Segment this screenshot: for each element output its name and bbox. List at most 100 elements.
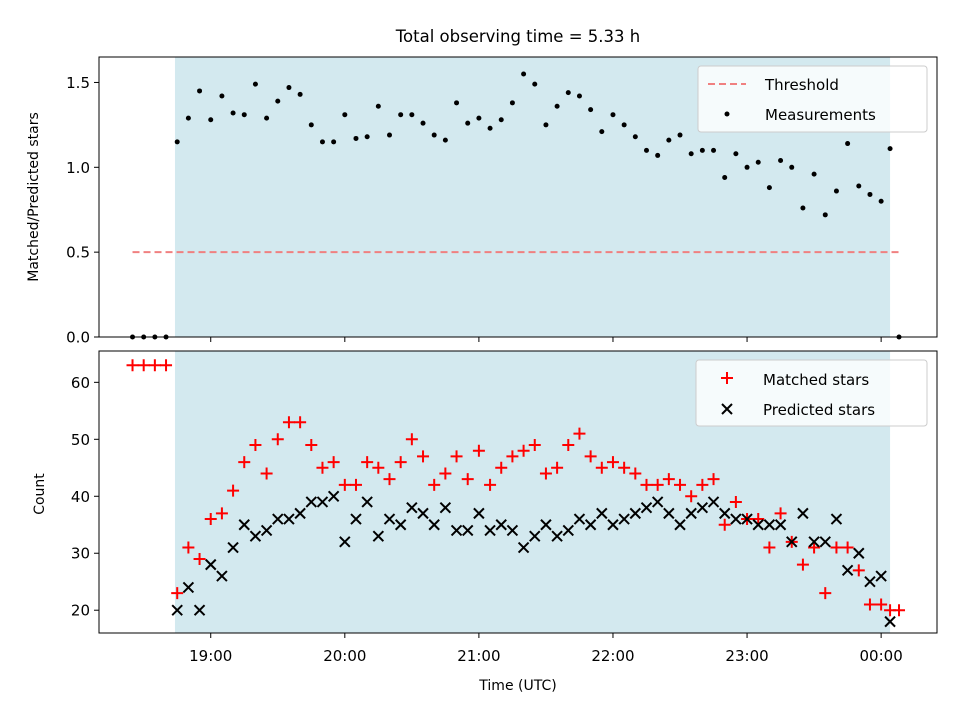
- measurement-point: [599, 129, 605, 135]
- x-tick-label: 20:00: [323, 647, 366, 665]
- predicted-star-point: [640, 501, 653, 514]
- predicted-star-point: [439, 501, 452, 514]
- predicted-star-point: [406, 501, 418, 514]
- measurement-point: [588, 107, 594, 113]
- matched-star-point: [629, 467, 642, 480]
- predicted-star-point: [462, 524, 474, 537]
- matched-star-point: [428, 478, 441, 491]
- matched-star-point: [227, 484, 240, 497]
- measurement-point: [219, 93, 225, 99]
- predicted-star-point: [584, 519, 597, 531]
- measurement-point: [543, 122, 549, 128]
- measurement-point: [643, 147, 649, 153]
- predicted-star-point: [808, 536, 820, 548]
- predicted-star-point: [216, 570, 228, 582]
- matched-star-point: [707, 473, 720, 486]
- y-tick-label: 20: [71, 602, 90, 620]
- measurement-point: [375, 103, 381, 109]
- matched-star-point: [316, 461, 329, 474]
- predicted-star-point: [864, 576, 876, 588]
- predicted-star-point: [316, 496, 329, 508]
- predicted-star-point: [629, 507, 642, 520]
- matched-star-point: [383, 473, 396, 486]
- matched-legend-marker: [721, 372, 733, 384]
- matched-star-point: [685, 490, 698, 503]
- ratio-y-axis-label: Matched/Predicted stars: [26, 112, 42, 282]
- measurement-point: [666, 137, 672, 143]
- predicted-star-point: [305, 496, 318, 508]
- measurements-legend-marker: [724, 111, 730, 117]
- measurements-legend-label: Measurements: [765, 106, 876, 124]
- measurement-point: [174, 139, 180, 145]
- matched-star-point: [417, 450, 430, 463]
- x-tick-label: 00:00: [860, 647, 903, 665]
- threshold-legend-label: Threshold: [764, 76, 839, 94]
- matched-star-point: [461, 473, 474, 486]
- measurement-point: [297, 91, 303, 97]
- predicted-star-point: [450, 524, 463, 537]
- matched-star-point: [852, 564, 865, 577]
- measurement-point: [319, 139, 325, 145]
- matched-star-point: [893, 604, 906, 617]
- matched-legend-label: Matched stars: [763, 371, 869, 389]
- predicted-star-point: [495, 519, 507, 531]
- predicted-star-point: [841, 564, 854, 577]
- y-tick-label: 50: [71, 431, 90, 449]
- measurement-point: [867, 191, 873, 197]
- measurement-point: [655, 152, 661, 158]
- matched-star-point: [696, 478, 709, 491]
- matched-star-point: [506, 450, 519, 463]
- predicted-star-point: [372, 530, 385, 542]
- predicted-star-point: [875, 570, 887, 582]
- measurement-point: [476, 115, 482, 121]
- matched-star-point: [595, 461, 608, 474]
- measurement-point: [420, 120, 426, 126]
- predicted-star-point: [327, 490, 340, 502]
- predicted-star-point: [674, 519, 686, 531]
- matched-star-point: [204, 513, 217, 526]
- matched-star-point: [394, 456, 407, 469]
- matched-star-point: [774, 507, 787, 520]
- measurement-point: [532, 81, 538, 87]
- measurement-point: [342, 112, 348, 118]
- measurement-point: [241, 112, 247, 118]
- y-tick-label: 60: [71, 374, 90, 392]
- ratio-marks: [130, 71, 902, 340]
- matched-star-point: [137, 359, 150, 372]
- predicted-star-point: [696, 501, 709, 514]
- measurement-point: [565, 90, 571, 96]
- matched-star-point: [796, 558, 809, 571]
- measurement-point: [733, 151, 739, 157]
- matched-star-point: [439, 467, 452, 480]
- measurement-point: [308, 122, 314, 128]
- predicted-star-point: [193, 604, 206, 616]
- measurement-point: [778, 158, 784, 164]
- measurement-point: [856, 183, 862, 189]
- measurement-point: [711, 147, 717, 153]
- matched-star-point: [584, 450, 597, 463]
- matched-star-point: [808, 541, 821, 554]
- x-tick-label: 19:00: [189, 647, 232, 665]
- matched-star-point: [651, 478, 664, 491]
- matched-star-point: [606, 456, 619, 469]
- matched-star-point: [830, 541, 843, 554]
- predicted-star-point: [294, 507, 306, 520]
- measurement-point: [699, 147, 705, 153]
- predicted-star-point: [283, 513, 295, 525]
- matched-star-point: [338, 478, 351, 491]
- predicted-star-point: [361, 496, 373, 508]
- predicted-star-point: [238, 519, 250, 531]
- measurement-point: [252, 81, 258, 87]
- measurement-point: [822, 212, 828, 218]
- y-tick-label: 0.5: [66, 244, 90, 262]
- ratio-panel: Total observing time = 5.33 h Matched/Pr…: [26, 27, 938, 347]
- predicted-star-point: [752, 519, 764, 531]
- predicted-star-point: [417, 507, 429, 520]
- matched-star-point: [729, 495, 742, 508]
- matched-star-point: [674, 478, 687, 491]
- matched-star-point: [372, 461, 385, 474]
- matched-star-point: [450, 450, 463, 463]
- y-tick-label: 30: [71, 545, 90, 563]
- matched-star-point: [238, 456, 251, 469]
- x-tick-label: 23:00: [725, 647, 768, 665]
